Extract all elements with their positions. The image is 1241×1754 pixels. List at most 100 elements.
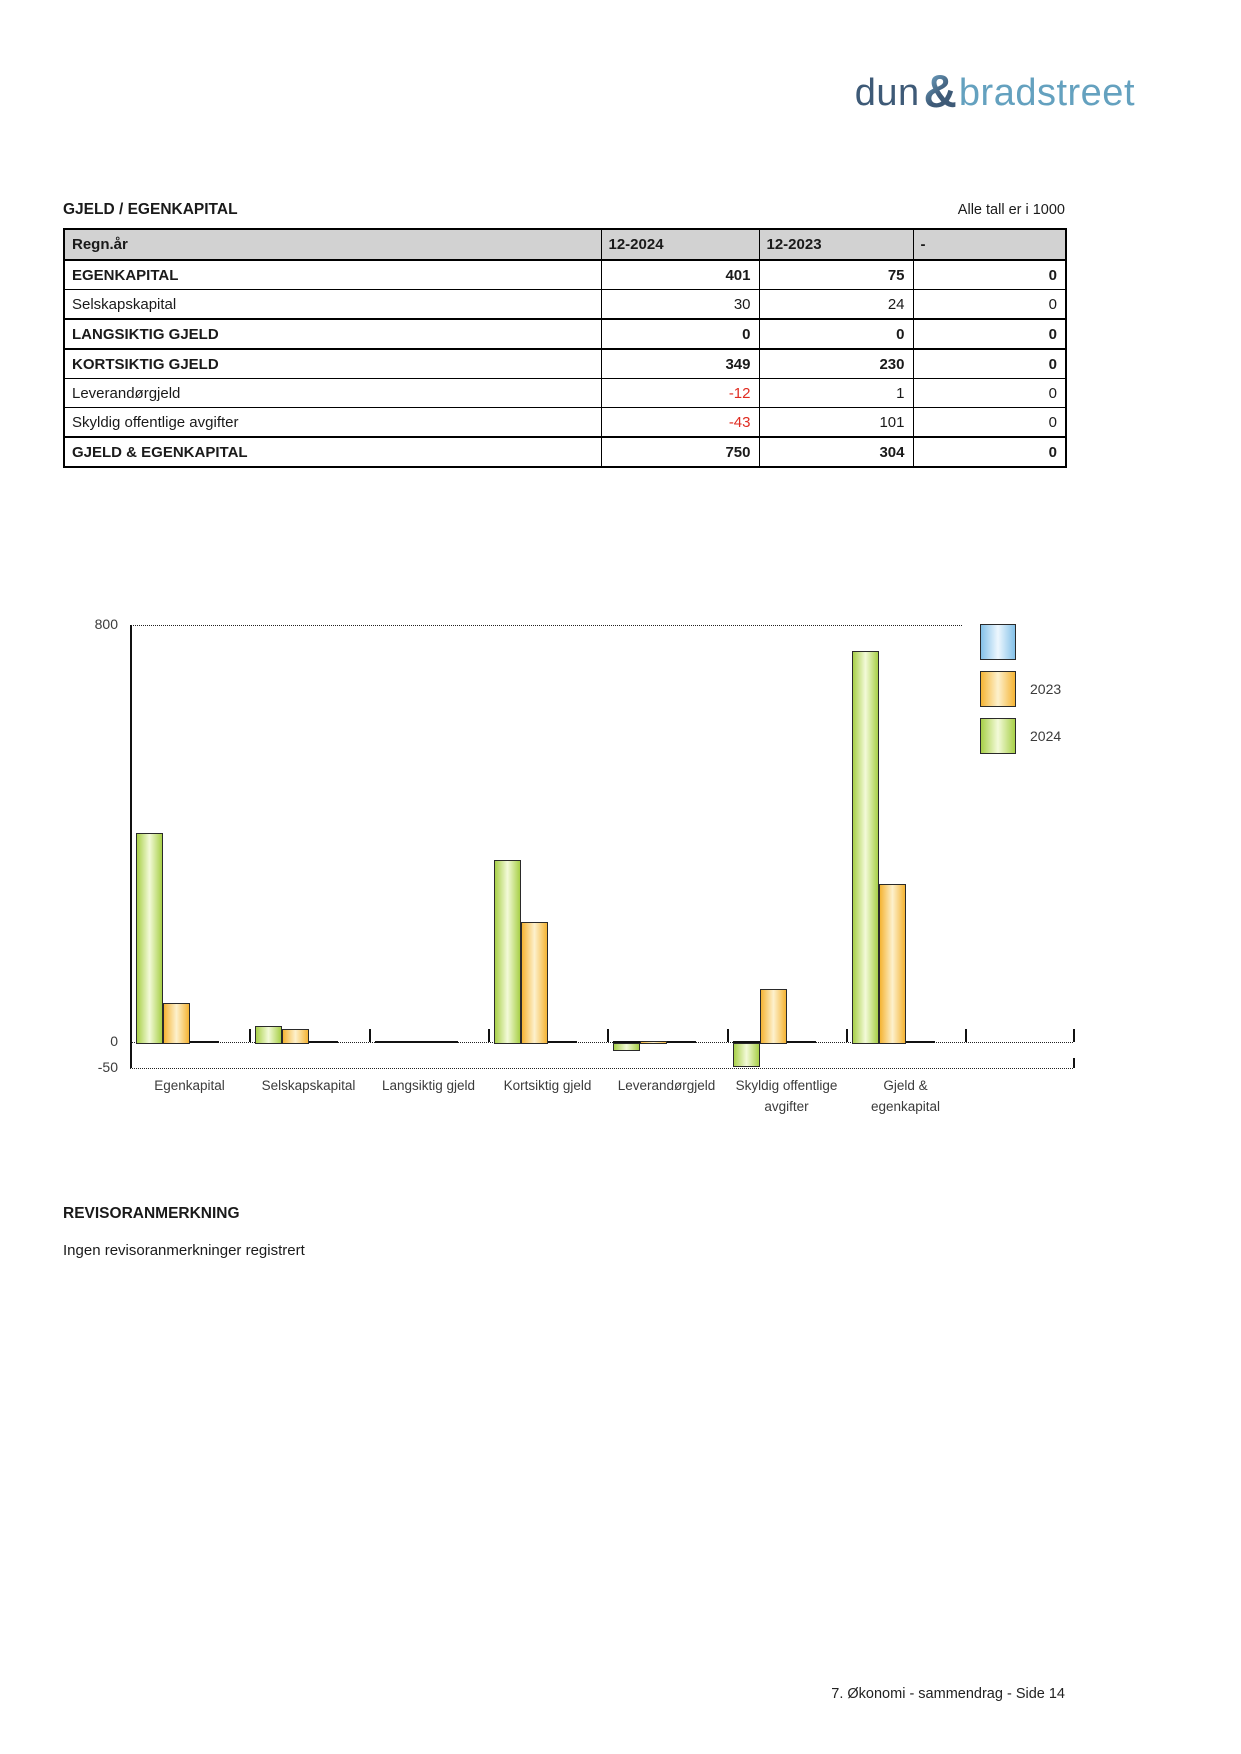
table-header-row: Regn.år 12-2024 12-2023- <box>63 228 1067 261</box>
column-header: 12-2024 <box>600 228 760 261</box>
row-label: Selskapskapital <box>63 289 602 320</box>
category-label-line: egenkapital <box>870 1099 941 1114</box>
legend-label: 2024 <box>1030 728 1062 744</box>
axis-tick <box>488 1029 490 1042</box>
table-row: Leverandørgjeld -12 1 0 <box>63 378 1067 408</box>
category-label-line: Egenkapital <box>154 1078 225 1093</box>
axis-tick <box>965 1029 967 1042</box>
cell-value: 101 <box>758 407 914 438</box>
legend-swatch-2024 <box>980 718 1016 754</box>
units-note: Alle tall er i 1000 <box>957 202 1065 218</box>
bar-2023 <box>282 1029 309 1044</box>
table-row: Selskapskapital 30 24 0 <box>63 289 1067 320</box>
revisor-heading: REVISORANMERKNING <box>63 1205 240 1222</box>
bar-2024 <box>136 833 163 1044</box>
bar-2024 <box>255 1026 282 1044</box>
row-label: GJELD & EGENKAPITAL <box>63 436 602 468</box>
bar-2023 <box>640 1041 667 1044</box>
category-label-line: Selskapskapital <box>261 1078 356 1093</box>
bar-chart: 800 0 -50 Egenkapital Selskapskapital Lang… <box>0 545 1241 1155</box>
category-label: Gjeld & egenkapital <box>846 1075 965 1117</box>
axis-tick <box>607 1029 609 1042</box>
cell-value: 0 <box>912 436 1067 468</box>
baseline-dotted <box>130 1042 1073 1043</box>
cell-value: 0 <box>600 318 760 350</box>
bar-2023 <box>760 989 787 1044</box>
gridline-minus50 <box>130 1068 1073 1069</box>
revisor-text: Ingen revisoranmerkninger registrert <box>63 1242 305 1259</box>
cell-value: -43 <box>600 407 760 438</box>
legend-label: 2023 <box>1030 681 1062 697</box>
category-label: Skyldig offentlige avgifter <box>727 1075 846 1117</box>
row-label: Skyldig offentlige avgifter <box>63 407 602 438</box>
logo-word-bradstreet: bradstreet <box>958 72 1135 114</box>
row-label: KORTSIKTIG GJELD <box>63 348 602 379</box>
axis-tick <box>727 1029 729 1042</box>
axis-tick <box>369 1029 371 1042</box>
cell-value: 0 <box>912 289 1067 320</box>
cell-value: 1 <box>758 378 914 408</box>
page-footer: 7. Økonomi - sammendrag - Side 14 <box>831 1686 1065 1702</box>
table-row: GJELD & EGENKAPITAL 750 304 0 <box>63 436 1067 468</box>
bar-2024 <box>852 651 879 1044</box>
category-label-line: Skyldig offentlige <box>735 1078 838 1093</box>
row-label: Leverandørgjeld <box>63 378 602 408</box>
bar-2023 <box>879 884 906 1044</box>
axis-tick <box>249 1029 251 1042</box>
column-header: 12-2023 <box>758 228 914 261</box>
y-tick-0: 0 <box>110 1033 118 1049</box>
table-row: EGENKAPITAL 401 75 0 <box>63 259 1067 290</box>
cell-value: 24 <box>758 289 914 320</box>
cell-value: 75 <box>758 259 914 290</box>
category-label-line: Langsiktig gjeld <box>381 1078 476 1093</box>
gridline-800 <box>130 625 962 626</box>
cell-value: 0 <box>912 318 1067 350</box>
y-tick-minus50: -50 <box>97 1059 118 1075</box>
table-row: KORTSIKTIG GJELD 349 230 0 <box>63 348 1067 379</box>
cell-value: 304 <box>758 436 914 468</box>
cell-value: 0 <box>912 407 1067 438</box>
cell-value: 0 <box>912 348 1067 379</box>
cell-value: 30 <box>600 289 760 320</box>
category-label: Selskapskapital <box>249 1075 368 1096</box>
row-label: LANGSIKTIG GJELD <box>63 318 602 350</box>
bar-2024 <box>733 1043 760 1067</box>
category-label: Leverandørgjeld <box>607 1075 726 1096</box>
bar-2024 <box>494 860 521 1044</box>
legend-swatch-unlabeled <box>980 624 1016 660</box>
cell-value: 0 <box>912 378 1067 408</box>
minus50-end-tick <box>1073 1058 1075 1068</box>
cell-value: 0 <box>912 259 1067 290</box>
row-label: EGENKAPITAL <box>63 259 602 290</box>
table-row: Skyldig offentlige avgifter -43 101 0 <box>63 407 1067 438</box>
category-label: Egenkapital <box>130 1075 249 1096</box>
category-label-line: Leverandørgjeld <box>617 1078 716 1093</box>
column-header: - <box>912 228 1067 261</box>
y-axis <box>130 625 132 1068</box>
bar-2023 <box>163 1003 190 1044</box>
category-label-line: Gjeld & <box>883 1078 928 1093</box>
logo-ampersand-icon: & <box>923 65 957 117</box>
baseline-end-tick <box>1073 1029 1075 1042</box>
axis-tick <box>846 1029 848 1042</box>
bar-2023 <box>521 922 548 1044</box>
cell-value: 349 <box>600 348 760 379</box>
cell-value: 750 <box>600 436 760 468</box>
category-label-line: avgifter <box>764 1099 809 1114</box>
column-header: Regn.år <box>63 228 602 261</box>
category-label: Langsiktig gjeld <box>369 1075 488 1096</box>
logo-word-dun: dun <box>854 72 920 114</box>
cell-value: -12 <box>600 378 760 408</box>
bar-2024 <box>613 1043 640 1051</box>
baseline-segment <box>375 1041 458 1043</box>
table-row: LANGSIKTIG GJELD 0 0 0 <box>63 318 1067 350</box>
section-title: GJELD / EGENKAPITAL <box>63 201 238 218</box>
cell-value: 401 <box>600 259 760 290</box>
cell-value: 0 <box>758 318 914 350</box>
cell-value: 230 <box>758 348 914 379</box>
category-label-line: Kortsiktig gjeld <box>503 1078 592 1093</box>
y-tick-800: 800 <box>94 616 118 632</box>
dnb-logo: dun & bradstreet <box>855 68 1135 118</box>
category-label: Kortsiktig gjeld <box>488 1075 607 1096</box>
